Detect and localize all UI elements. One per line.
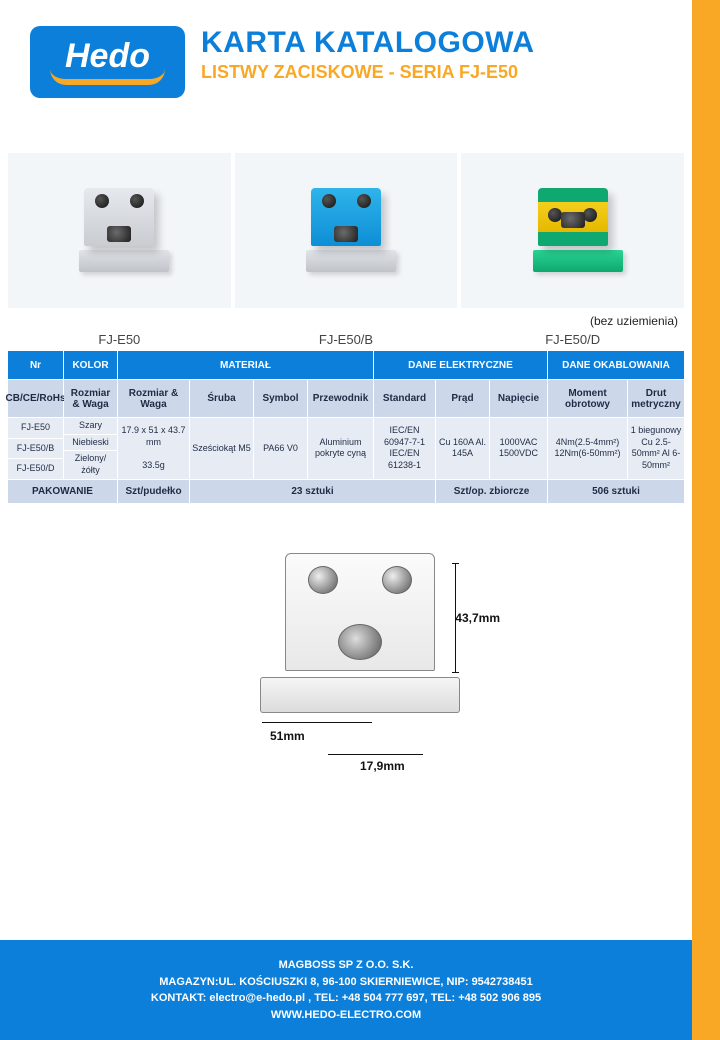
th2-wire: Drut metryczny [628, 379, 684, 417]
model-c: FJ-E50/D [461, 332, 684, 347]
cell-symbol: PA66 V0 [254, 417, 308, 479]
cell-conductor: Aluminium pokryte cyną [308, 417, 374, 479]
title-block: KARTA KATALOGOWA LISTWY ZACISKOWE - SERI… [201, 26, 535, 83]
cell-r1-col: Szary [64, 417, 118, 434]
cell-wire: 1 biegunowy Cu 2.5-50mm² Al 6-50mm² [628, 417, 684, 479]
product-card-green-yellow [461, 153, 684, 308]
th2-torque: Moment obrotowy [548, 379, 628, 417]
model-b: FJ-E50/B [235, 332, 458, 347]
dim-line-width [262, 722, 372, 723]
pack-bulk-h: Szt/op. zbiorcze [436, 479, 548, 503]
cell-screw: Sześciokąt M5 [190, 417, 254, 479]
th-elec: DANE ELEKTRYCZNE [374, 351, 548, 379]
terminal-blue-icon [306, 188, 386, 273]
dimension-diagram: 43,7mm 51mm 17,9mm [210, 553, 510, 773]
table-body: FJ-E50 FJ-E50/B FJ-E50/D Szary Niebieski… [8, 417, 684, 479]
table-header-row-1: Nr KOLOR MATERIAŁ DANE ELEKTRYCZNE DANE … [8, 351, 684, 379]
product-card-grey [8, 153, 231, 308]
footer-line-3: KONTAKT: electro@e-hedo.pl , TEL: +48 50… [151, 990, 541, 1007]
model-a: FJ-E50 [8, 332, 231, 347]
th-kolor: KOLOR [64, 351, 118, 379]
product-images-row [8, 153, 684, 308]
table-header-row-2: CB/CE/RoHs Rozmiar & Waga Rozmiar & Waga… [8, 379, 684, 417]
footer: MAGBOSS SP Z O.O. S.K. MAGAZYN:UL. KOŚCI… [0, 940, 692, 1040]
diagram-body-icon [285, 553, 435, 671]
cell-current: Cu 160A Al. 145A [436, 417, 490, 479]
page-title: KARTA KATALOGOWA [201, 26, 535, 60]
right-accent-bar [692, 0, 720, 1040]
cell-standard: IEC/EN 60947-7-1 IEC/EN 61238-1 [374, 417, 436, 479]
th-nr: Nr [8, 351, 64, 379]
col-color: Szary Niebieski Zielony/ żółty [64, 417, 118, 479]
footer-line-2: MAGAZYN:UL. KOŚCIUSZKI 8, 96-100 SKIERNI… [159, 974, 533, 991]
pack-perbox: 23 sztuki [190, 479, 436, 503]
th2-size: Rozmiar & Waga [66, 388, 115, 410]
th2-voltage: Napięcie [490, 379, 548, 417]
th2-standard: Standard [374, 379, 436, 417]
cell-r2-col: Niebieski [64, 434, 118, 451]
pack-bulk: 506 sztuki [548, 479, 684, 503]
grounding-note: (bez uziemienia) [0, 314, 678, 328]
dim-width: 51mm [270, 729, 305, 743]
dim-height: 43,7mm [455, 611, 500, 625]
header: Hedo KARTA KATALOGOWA LISTWY ZACISKOWE -… [0, 0, 720, 98]
logo: Hedo [30, 26, 185, 98]
pack-label: PAKOWANIE [8, 479, 118, 503]
terminal-green-yellow-icon [533, 188, 613, 273]
footer-line-4: WWW.HEDO-ELECTRO.COM [271, 1007, 421, 1024]
th2-screw: Śruba [190, 379, 254, 417]
logo-text: Hedo [65, 39, 150, 73]
cell-torque: 4Nm(2.5-4mm²) 12Nm(6-50mm²) [548, 417, 628, 479]
cell-r1-nr: FJ-E50 [8, 417, 64, 438]
th2-size-label: Rozmiar & Waga [120, 388, 187, 410]
logo-arc [50, 69, 165, 85]
col-nr: FJ-E50 FJ-E50/B FJ-E50/D [8, 417, 64, 479]
cell-r3-col: Zielony/ żółty [64, 450, 118, 478]
footer-line-1: MAGBOSS SP Z O.O. S.K. [279, 957, 414, 974]
spec-table: Nr KOLOR MATERIAŁ DANE ELEKTRYCZNE DANE … [8, 351, 684, 503]
dim-line-depth [328, 754, 423, 755]
product-card-blue [235, 153, 458, 308]
cell-r2-nr: FJ-E50/B [8, 438, 64, 459]
diagram-base-icon [260, 677, 460, 713]
cell-size: 17.9 x 51 x 43.7 mm 33.5g [118, 417, 190, 479]
pack-perbox-h: Szt/pudełko [118, 479, 190, 503]
terminal-grey-icon [79, 188, 159, 273]
cell-voltage: 1000VAC 1500VDC [490, 417, 548, 479]
th-material: MATERIAŁ [118, 351, 374, 379]
th2-cert: CB/CE/RoHs [8, 379, 64, 417]
th2-current: Prąd [436, 379, 490, 417]
dim-depth: 17,9mm [360, 759, 405, 773]
th2-symbol: Symbol [254, 379, 308, 417]
model-labels: FJ-E50 FJ-E50/B FJ-E50/D [8, 332, 684, 347]
packing-row: PAKOWANIE Szt/pudełko 23 sztuki Szt/op. … [8, 479, 684, 503]
cell-r3-nr: FJ-E50/D [8, 458, 64, 479]
page-subtitle: LISTWY ZACISKOWE - SERIA FJ-E50 [201, 62, 535, 83]
th2-conductor: Przewodnik [308, 379, 374, 417]
th2-sizew: Rozmiar & Waga [118, 379, 190, 417]
th-cable: DANE OKABLOWANIA [548, 351, 684, 379]
